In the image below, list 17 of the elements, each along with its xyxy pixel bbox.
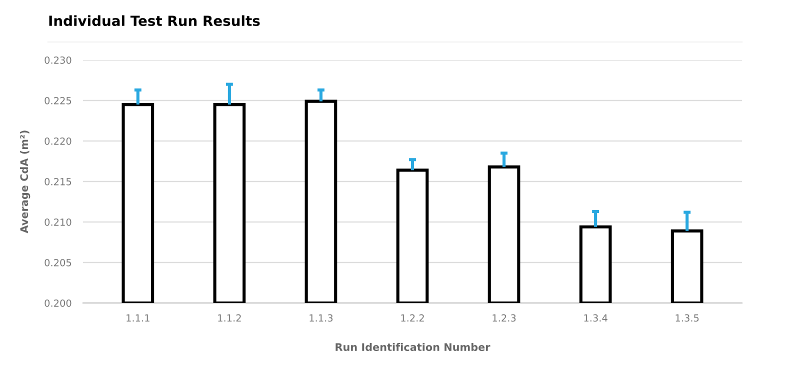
chart-title: Individual Test Run Results xyxy=(49,15,260,26)
y-axis-title: Average CdA (m²) xyxy=(20,130,30,234)
x-tick-label: 1.1.3 xyxy=(310,314,333,322)
y-tick-label: 0.200 xyxy=(44,299,72,307)
y-tick-label: 0.210 xyxy=(44,218,72,226)
x-tick-label: 1.1.2 xyxy=(218,314,241,322)
y-tick-label: 0.220 xyxy=(44,137,72,145)
x-tick-label: 1.3.4 xyxy=(584,314,608,322)
x-tick-label: 1.3.5 xyxy=(676,314,699,322)
y-tick-label: 0.225 xyxy=(44,96,72,104)
y-tick-label: 0.230 xyxy=(44,56,72,64)
x-axis-title: Run Identification Number xyxy=(336,342,490,352)
x-tick-label: 1.1.1 xyxy=(126,314,150,322)
y-tick-label: 0.215 xyxy=(44,178,72,186)
y-tick-label: 0.205 xyxy=(44,258,72,266)
x-tick-label: 1.2.2 xyxy=(401,314,424,322)
x-tick-label: 1.2.3 xyxy=(492,314,516,322)
